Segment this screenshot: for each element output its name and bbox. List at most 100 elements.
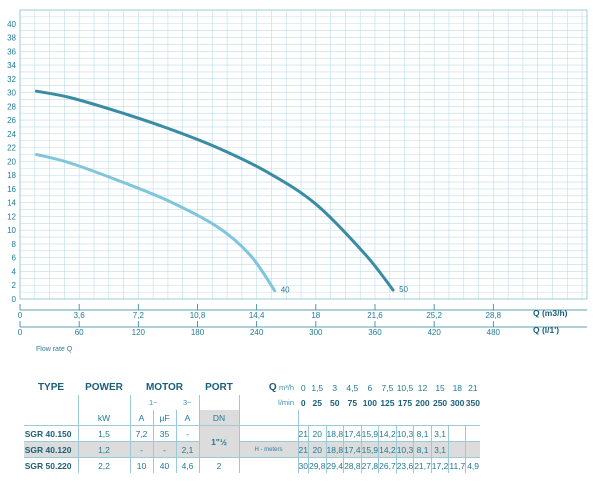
row-h: 3,1 [430, 441, 449, 458]
row-h: 27,8 [360, 457, 379, 473]
q-m3h-0: 0 [300, 382, 306, 393]
unit-a1: A [129, 410, 153, 426]
q-m3h-9: 18 [452, 382, 463, 393]
y-tick-label: 30 [7, 89, 16, 98]
y-tick-label: 24 [7, 130, 16, 139]
table-units-row: kW A µF A DN [24, 410, 480, 426]
y-tick-label: 4 [12, 267, 17, 276]
x-tick-label-lmin: 120 [132, 328, 146, 337]
q-m3h-8: 15 [435, 382, 445, 393]
x-tick-label-m3h: 21,6 [367, 311, 383, 320]
row-kw: 2,2 [77, 457, 130, 473]
table-sub-header-row: 1~ 3~ l/min 0 25 50 75 100 125 175 200 2… [24, 395, 480, 410]
plot-frame [19, 9, 588, 300]
unit-a3: A [175, 410, 199, 426]
row-h: 15,9 [360, 441, 379, 458]
x-tick-label-lmin: 360 [368, 328, 382, 337]
row-h: 8,1 [413, 441, 432, 458]
x-axis-ticks-lmin: 0 60 120 180 240 300 360 420 480 [18, 321, 501, 337]
row-h: 17,4 [343, 441, 362, 458]
row-h: 15,9 [360, 425, 379, 442]
y-tick-label: 36 [7, 47, 16, 56]
header-q-unit-m3h: m³/h [279, 383, 294, 392]
y-tick-label: 34 [7, 61, 16, 70]
header-type: TYPE [37, 382, 65, 393]
y-tick-label: 38 [7, 34, 16, 43]
x-tick-label-lmin: 480 [487, 328, 501, 337]
row-h: 20 [307, 425, 327, 442]
x-tick-label-m3h: 18 [311, 311, 320, 320]
unit-kw: kW [77, 410, 130, 426]
q-m3h-6: 10,5 [396, 382, 414, 393]
y-tick-label: 26 [7, 116, 16, 125]
y-tick-label: 16 [7, 185, 16, 194]
row-port: 2 [198, 457, 239, 473]
row-h: 29,4 [325, 457, 344, 473]
y-tick-label: 40 [7, 20, 16, 29]
row-uf: - [152, 441, 176, 458]
y-tick-label: 14 [7, 199, 16, 208]
row-h: 10,3 [395, 425, 414, 442]
x-axis-label-lmin: Q (l/1') [533, 325, 559, 335]
table-header-row: TYPE POWER MOTOR PORT Q m³/h 0 1,5 3 4,5… [24, 380, 480, 395]
q-m3h-10: 21 [468, 382, 478, 393]
row-type: SGR 40.120 [24, 441, 78, 458]
y-tick-label: 0 [12, 295, 17, 304]
y-tick-label: 20 [7, 157, 16, 166]
row-h: 3,1 [430, 425, 449, 442]
row-uf: 40 [152, 457, 176, 473]
x-tick-label-m3h: 3,6 [74, 311, 86, 320]
row-h [465, 425, 480, 442]
y-tick-label: 2 [12, 281, 17, 290]
h-meters-label: H - meters [238, 441, 298, 458]
y-tick-label: 32 [7, 75, 16, 84]
phase-single: 1~ [129, 395, 176, 410]
x-tick-label-lmin: 0 [18, 328, 23, 337]
row-uf: 35 [152, 425, 176, 442]
x-tick-label-m3h: 10,8 [190, 311, 206, 320]
q-lmin-7: 200 [415, 397, 430, 408]
y-tick-label: 12 [7, 212, 16, 221]
y-tick-label: 28 [7, 102, 16, 111]
row-h: 21 [297, 441, 309, 458]
row-h: 18,8 [325, 441, 344, 458]
q-lmin-5: 125 [380, 397, 395, 408]
row-kw: 1,5 [77, 425, 130, 442]
header-q-unit-lmin: l/min [238, 395, 298, 410]
header-motor: MOTOR [145, 382, 184, 393]
q-lmin-9: 300 [450, 397, 465, 408]
phase-three: 3~ [182, 398, 192, 407]
row-h [465, 441, 480, 458]
row-h: 14,2 [378, 441, 397, 458]
row-h: 17,4 [343, 425, 362, 442]
series-label-40: 40 [281, 286, 290, 295]
row-a3: 2,1 [175, 441, 199, 458]
q-lmin-4: 100 [362, 397, 377, 408]
q-m3h-7: 12 [417, 382, 428, 393]
x-tick-label-lmin: 180 [191, 328, 205, 337]
chart-grid [19, 9, 588, 328]
row-a3: 4,6 [175, 457, 199, 473]
x-tick-label-lmin: 60 [75, 328, 84, 337]
flow-rate-caption: Flow rate Q [36, 346, 73, 353]
row-h: 18,8 [325, 425, 344, 442]
header-port: PORT [205, 382, 233, 393]
y-tick-label: 10 [7, 226, 16, 235]
header-q-symbol: Q [268, 382, 277, 393]
q-m3h-4: 6 [367, 382, 373, 393]
q-m3h-2: 3 [332, 382, 338, 393]
q-lmin-10: 350 [465, 397, 480, 408]
row-a1: - [129, 441, 153, 458]
row-h: 10,3 [395, 441, 414, 458]
x-tick-label-m3h: 0 [18, 311, 23, 320]
x-axis-ticks-m3h: 0 3,6 7,2 10,8 14,4 18 21,6 25,2 28,8 [18, 304, 502, 320]
row-h [448, 441, 466, 458]
x-tick-label-lmin: 300 [309, 328, 323, 337]
chart-curves: 40 50 [34, 89, 409, 295]
y-tick-label: 22 [7, 144, 16, 153]
series-curve-40 [34, 153, 277, 293]
row-h [448, 425, 466, 442]
table-row: SGR 40.120 1,2 - - 2,1 H - meters 21 20 … [24, 441, 480, 458]
